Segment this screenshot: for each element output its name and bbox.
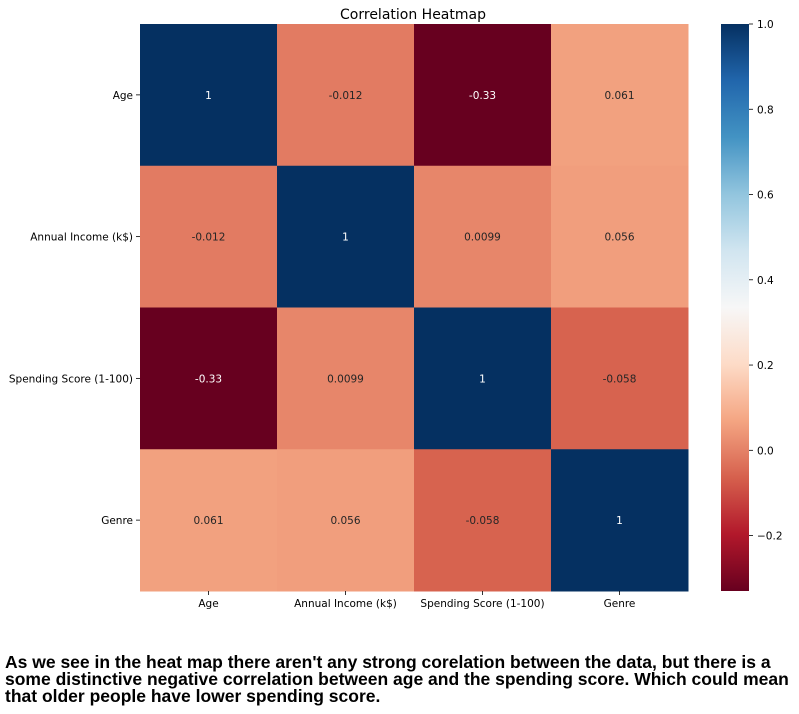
cell-annotation: -0.33 bbox=[469, 90, 496, 102]
y-tick-label: Spending Score (1-100) bbox=[9, 373, 133, 385]
cell-annotation: 1 bbox=[205, 90, 212, 102]
colorbar-tick-label: 0.6 bbox=[757, 190, 774, 202]
colorbar-tick-label: 0.4 bbox=[757, 275, 774, 287]
colorbar-ticks: 1.0 0.8 0.6 0.4 0.2 0.0 −0.2 bbox=[749, 19, 783, 543]
cell-annotation: 0.056 bbox=[604, 232, 634, 244]
cell-annotation: 1 bbox=[342, 232, 349, 244]
heatmap-cell bbox=[414, 165, 552, 308]
cell-annotation: 0.056 bbox=[330, 515, 360, 527]
x-tick-label: Age bbox=[198, 598, 218, 610]
heatmap-cell bbox=[551, 449, 689, 592]
heatmap-cell bbox=[140, 165, 278, 308]
heatmap-cell bbox=[140, 449, 278, 592]
x-tick-label: Genre bbox=[604, 598, 636, 610]
cell-annotation: 0.0099 bbox=[464, 232, 501, 244]
colorbar-tick-label: 1.0 bbox=[757, 19, 774, 31]
y-axis: Age Annual Income (k$) Spending Score (1-1… bbox=[9, 90, 140, 527]
cell-annotation: -0.058 bbox=[466, 515, 500, 527]
heatmap-cell bbox=[414, 24, 552, 167]
heatmap-cell bbox=[277, 307, 415, 450]
heatmap-cell bbox=[551, 307, 689, 450]
cell-annotation: 0.061 bbox=[193, 515, 223, 527]
x-tick-label: Annual Income (k$) bbox=[294, 598, 397, 610]
heatmap-cell bbox=[277, 165, 415, 308]
heatmap-cells bbox=[140, 24, 689, 592]
cell-annotation: -0.012 bbox=[329, 90, 363, 102]
heatmap-cell bbox=[551, 24, 689, 167]
heatmap-cell bbox=[277, 449, 415, 592]
y-tick-label: Genre bbox=[101, 515, 133, 527]
cell-annotation: 1 bbox=[479, 373, 486, 385]
colorbar-gradient bbox=[721, 24, 749, 591]
x-axis: Age Annual Income (k$) Spending Score (1-1… bbox=[198, 591, 635, 610]
colorbar-tick-label: 0.2 bbox=[757, 360, 774, 372]
chart-title: Correlation Heatmap bbox=[340, 7, 486, 23]
heatmap-cell bbox=[140, 24, 278, 167]
caption-text: As we see in the heat map there aren't a… bbox=[5, 652, 789, 706]
cell-annotation: 1 bbox=[616, 515, 623, 527]
heatmap-annotations: 1 -0.012 -0.33 0.061 -0.012 1 0.0099 0.056 -0.33… bbox=[192, 90, 637, 527]
heatmap-cell bbox=[277, 24, 415, 167]
y-tick-label: Age bbox=[113, 90, 133, 102]
heatmap-chart: Correlation Heatmap 1 -0.012 -0.33 0.061 -0.… bbox=[9, 7, 783, 610]
x-tick-label: Spending Score (1-100) bbox=[420, 598, 544, 610]
heatmap-cell bbox=[414, 449, 552, 592]
cell-annotation: -0.012 bbox=[192, 232, 226, 244]
heatmap-cell bbox=[551, 165, 689, 308]
heatmap-cell bbox=[414, 307, 552, 450]
y-tick-label: Annual Income (k$) bbox=[30, 232, 133, 244]
cell-annotation: 0.061 bbox=[604, 90, 634, 102]
colorbar-tick-label: −0.2 bbox=[757, 531, 783, 543]
colorbar-tick-label: 0.0 bbox=[757, 445, 774, 457]
heatmap-cell bbox=[140, 307, 278, 450]
cell-annotation: 0.0099 bbox=[327, 373, 364, 385]
colorbar: 1.0 0.8 0.6 0.4 0.2 0.0 −0.2 bbox=[721, 19, 783, 591]
cell-annotation: -0.33 bbox=[195, 373, 222, 385]
cell-annotation: -0.058 bbox=[603, 373, 637, 385]
colorbar-tick-label: 0.8 bbox=[757, 104, 774, 116]
